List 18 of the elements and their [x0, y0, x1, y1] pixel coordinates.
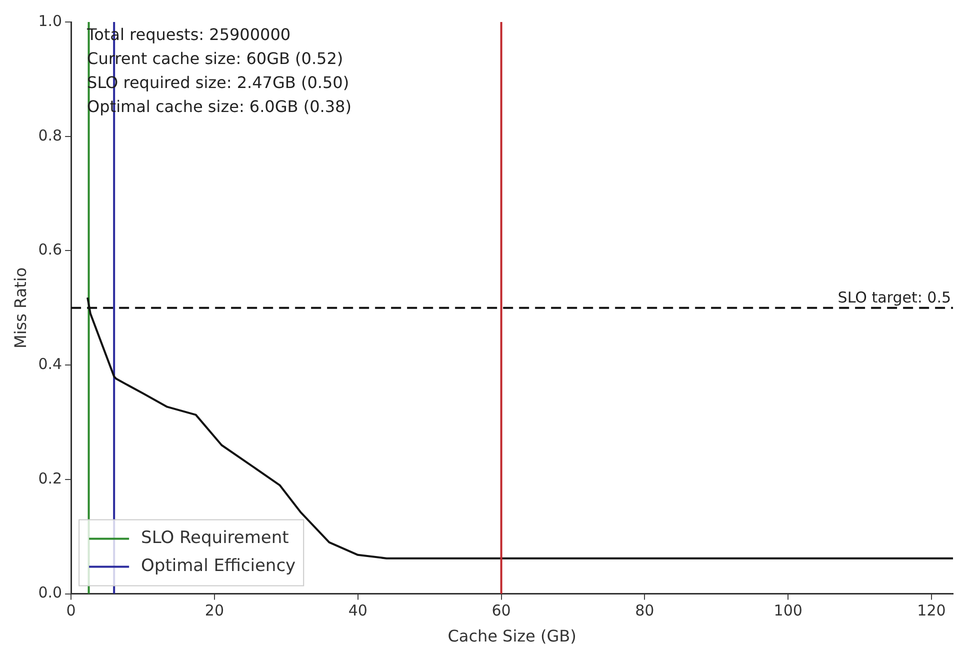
x-tick-label: 20 — [204, 602, 224, 620]
y-tick-label: 0.8 — [38, 126, 62, 144]
x-tick-label: 60 — [492, 602, 511, 620]
y-tick-label: 0.6 — [38, 240, 62, 259]
x-tick-label: 120 — [917, 602, 946, 620]
x-tick-label: 40 — [348, 602, 368, 620]
x-tick-label: 0 — [66, 602, 76, 620]
legend-label: Optimal Efficiency — [141, 556, 296, 576]
y-tick-label: 0.4 — [38, 354, 62, 373]
ref-line-label: SLO target: 0.5 — [838, 288, 951, 306]
y-tick-label: 1.0 — [38, 12, 62, 30]
y-tick-label: 0.0 — [38, 584, 62, 602]
x-tick-label: 100 — [774, 602, 802, 620]
x-tick-label: 80 — [635, 602, 654, 620]
x-axis-title: Cache Size (GB) — [448, 626, 576, 646]
y-tick-label: 0.2 — [38, 469, 62, 488]
y-axis-title: Miss Ratio — [10, 267, 30, 348]
legend-label: SLO Requirement — [141, 528, 290, 548]
